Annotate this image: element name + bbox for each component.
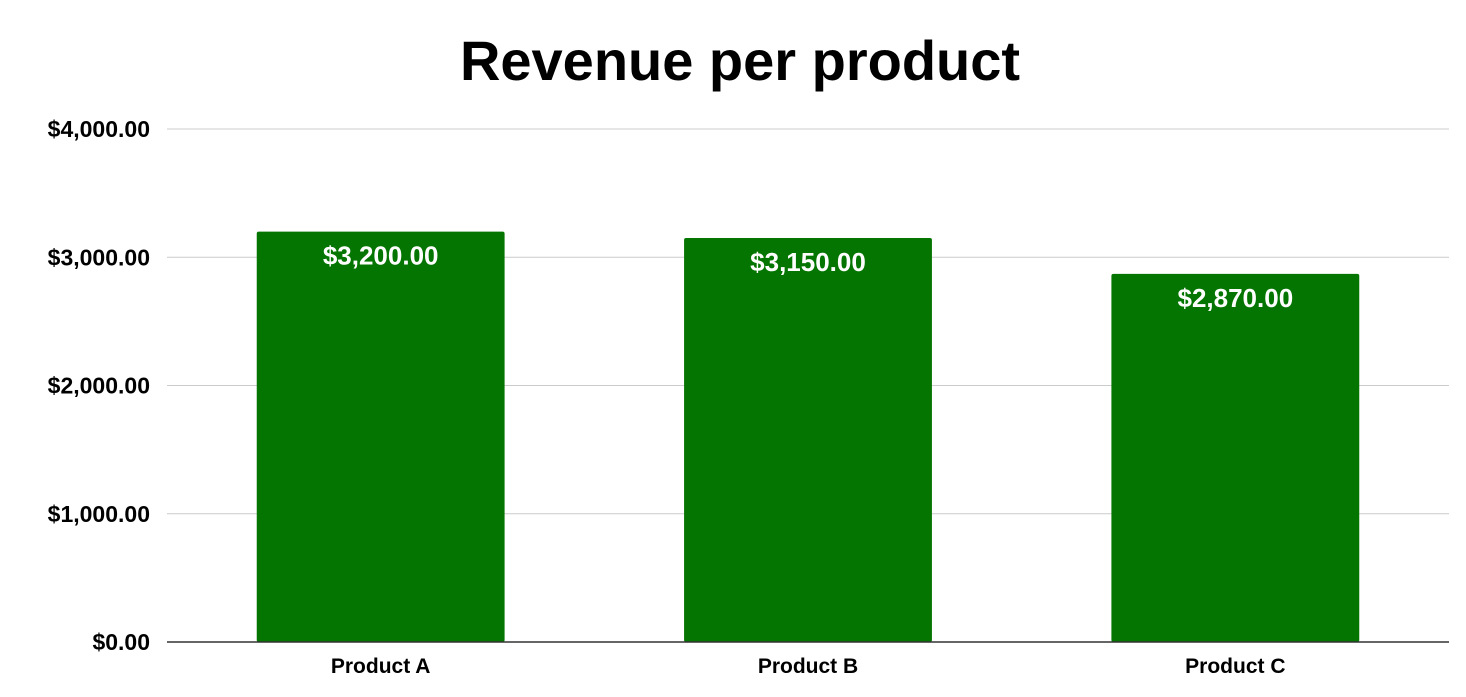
bar <box>256 231 505 642</box>
bar <box>1111 273 1360 642</box>
chart-title: Revenue per product <box>460 29 1020 92</box>
y-tick-label: $4,000.00 <box>48 116 150 142</box>
x-tick-label: Product A <box>331 655 431 678</box>
x-axis-ticks: Product A Product B Product C <box>331 655 1286 678</box>
bars: $3,200.00 $3,150.00 $2,870.00 <box>256 231 1360 642</box>
bar <box>684 238 932 642</box>
y-tick-label: $3,000.00 <box>48 244 150 270</box>
x-tick-label: Product C <box>1185 655 1285 678</box>
bar-data-label: $3,150.00 <box>750 247 866 277</box>
y-tick-label: $1,000.00 <box>48 501 150 527</box>
bar-data-label: $3,200.00 <box>323 241 439 271</box>
y-tick-label: $2,000.00 <box>48 373 150 399</box>
x-tick-label: Product B <box>758 655 858 678</box>
y-tick-label: $0.00 <box>92 629 150 655</box>
y-axis-ticks: $0.00 $1,000.00 $2,000.00 $3,000.00 $4,000.0… <box>48 116 150 655</box>
bar-data-label: $2,870.00 <box>1177 283 1293 313</box>
